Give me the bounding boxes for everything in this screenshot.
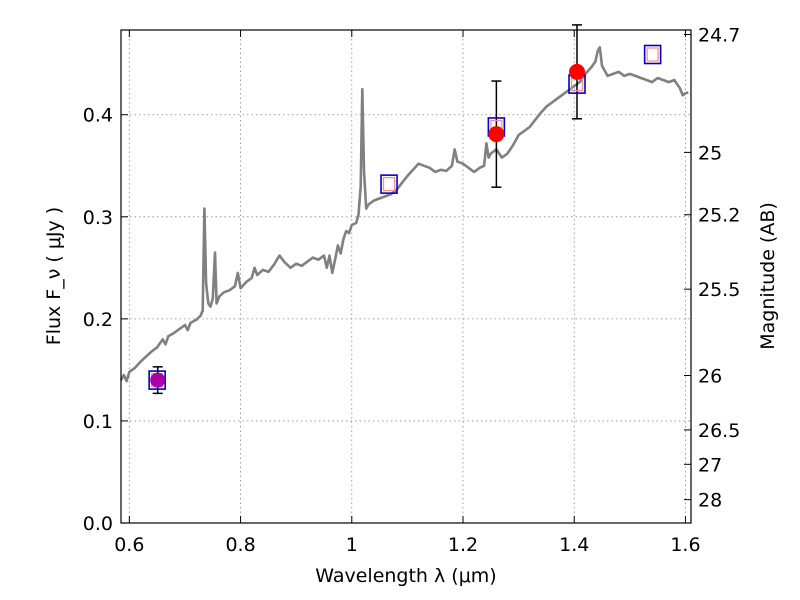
y-tick-label: 0.2 [83, 309, 113, 331]
x-tick-label: 1.4 [559, 534, 589, 556]
right-tick-label: 28 [698, 490, 722, 512]
right-tick-label: 27 [698, 454, 722, 476]
y-tick-label: 0.4 [83, 105, 113, 127]
model-inner-marker [646, 47, 659, 62]
spectrum-layer [119, 46, 689, 383]
y-axis-title: Flux F_ν ( μJy ) [43, 207, 65, 345]
x-tick-label: 1.6 [670, 534, 700, 556]
model-box-marker [380, 174, 398, 194]
model-inner-marker [382, 177, 396, 192]
observed-point [488, 126, 505, 143]
plot-frame [120, 29, 692, 524]
spectrum-line [119, 46, 689, 383]
y-tick-label: 0.3 [83, 207, 113, 229]
observed-point [569, 63, 585, 80]
x-tick-label: 1 [346, 534, 358, 556]
right-tick-label: 26 [698, 366, 722, 388]
x-tick-label: 0.8 [225, 534, 255, 556]
right-tick-label: 24.7 [698, 24, 740, 46]
blend-point [150, 372, 166, 388]
grid [121, 30, 691, 524]
right-axis-title: Magnitude (AB) [757, 202, 779, 350]
right-tick-label: 26.5 [698, 420, 740, 442]
model-box-marker [643, 44, 662, 65]
y-tick-label: 0.1 [83, 411, 113, 433]
x-tick-label: 1.2 [448, 534, 478, 556]
right-tick-label: 25.5 [698, 279, 740, 301]
marker-layer [148, 24, 662, 395]
x-axis-title: Wavelength λ (μm) [315, 565, 496, 587]
y-tick-label: 0.0 [83, 513, 113, 535]
right-tick-label: 25 [698, 142, 722, 164]
tick-layer: 0.6 0.8 1 1.2 1.4 1.6 0.0 0.1 0.2 0.3 0.4 24.7 25 25.… [83, 24, 741, 556]
x-tick-label: 0.6 [114, 534, 144, 556]
right-tick-label: 25.2 [698, 205, 740, 227]
